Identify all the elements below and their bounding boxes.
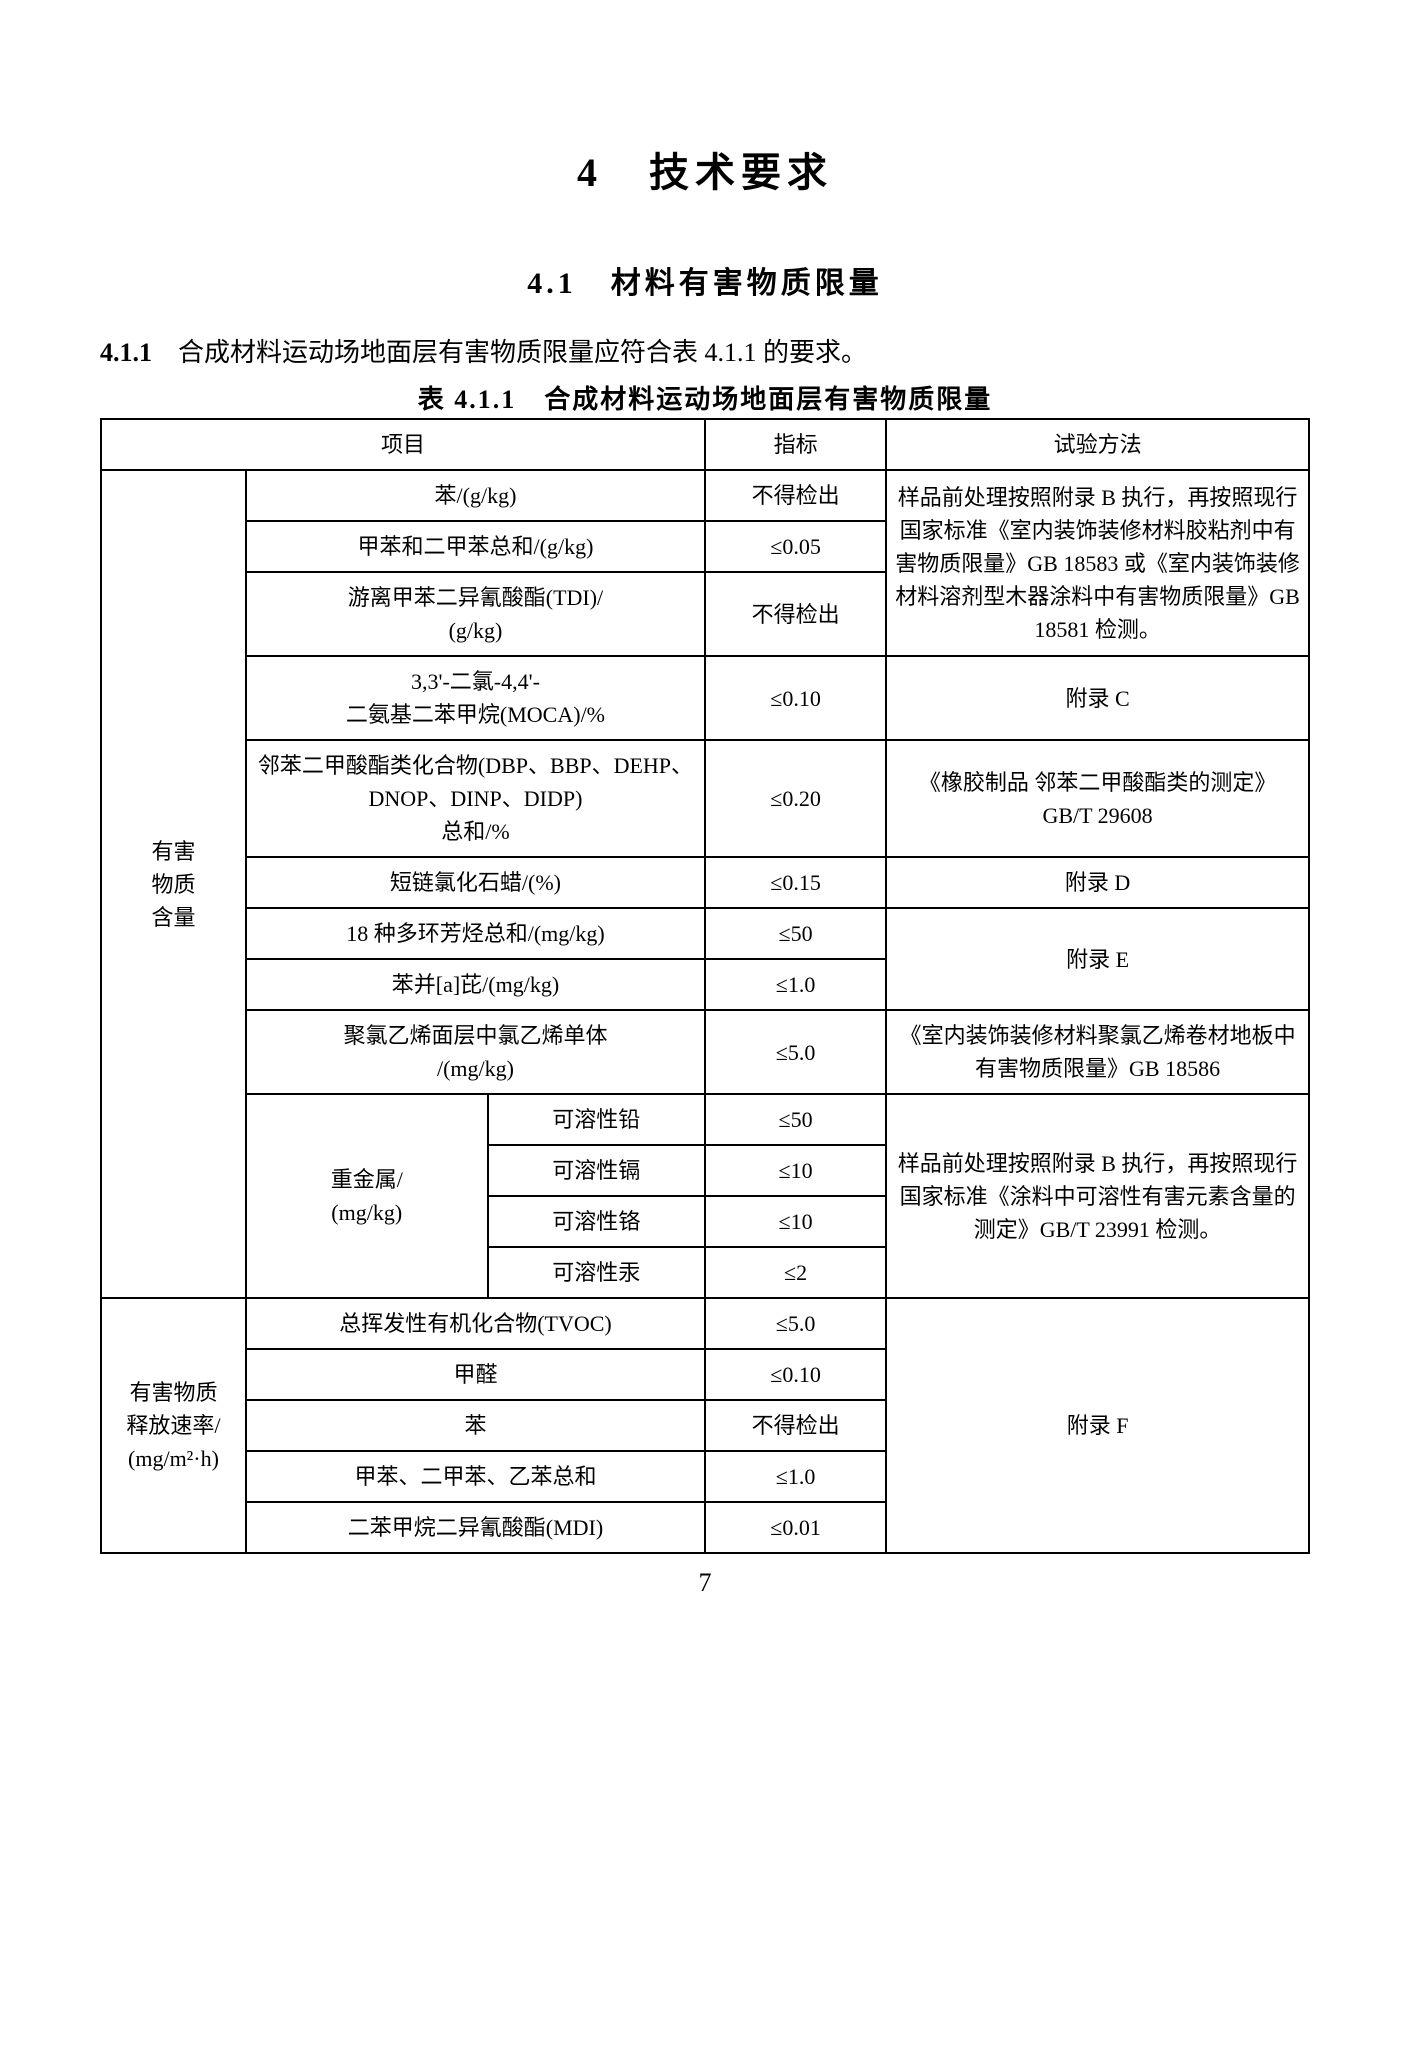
method-cell: 附录 F [886, 1298, 1309, 1553]
index-cell: ≤5.0 [705, 1010, 886, 1094]
header-index: 指标 [705, 419, 886, 470]
index-cell: ≤10 [705, 1145, 886, 1196]
header-method: 试验方法 [886, 419, 1309, 470]
method-cell: 样品前处理按照附录 B 执行，再按照现行国家标准《涂料中可溶性有害元素含量的测定… [886, 1094, 1309, 1298]
metal-group: 重金属/ (mg/kg) [246, 1094, 488, 1298]
item-cell: 可溶性铅 [488, 1094, 705, 1145]
table-row: 短链氯化石蜡/(%) ≤0.15 附录 D [101, 857, 1309, 908]
index-cell: ≤0.10 [705, 1349, 886, 1400]
method-cell: 附录 E [886, 908, 1309, 1010]
para-411: 4.1.1 合成材料运动场地面层有害物质限量应符合表 4.1.1 的要求。 [100, 332, 1310, 369]
item-cell: 苯/(g/kg) [246, 470, 705, 521]
heading-main: 4 技术要求 [100, 140, 1310, 198]
item-cell: 聚氯乙烯面层中氯乙烯单体 /(mg/kg) [246, 1010, 705, 1094]
table-caption: 表 4.1.1 合成材料运动场地面层有害物质限量 [100, 379, 1310, 416]
item-cell: 可溶性镉 [488, 1145, 705, 1196]
index-cell: 不得检出 [705, 1400, 886, 1451]
method-cell: 样品前处理按照附录 B 执行，再按照现行国家标准《室内装饰装修材料胶粘剂中有害物… [886, 470, 1309, 656]
index-cell: ≤0.20 [705, 740, 886, 857]
item-cell: 短链氯化石蜡/(%) [246, 857, 705, 908]
index-cell: ≤0.15 [705, 857, 886, 908]
item-cell: 邻苯二甲酸酯类化合物(DBP、BBP、DEHP、DNOP、DINP、DIDP) … [246, 740, 705, 857]
index-cell: ≤0.10 [705, 656, 886, 740]
table-row: 邻苯二甲酸酯类化合物(DBP、BBP、DEHP、DNOP、DINP、DIDP) … [101, 740, 1309, 857]
index-cell: ≤1.0 [705, 959, 886, 1010]
method-cell: 附录 C [886, 656, 1309, 740]
header-item: 项目 [101, 419, 705, 470]
index-cell: ≤0.01 [705, 1502, 886, 1553]
rowhead-content: 有害 物质 含量 [101, 470, 246, 1298]
index-cell: ≤50 [705, 1094, 886, 1145]
item-cell: 3,3'-二氯-4,4'- 二氨基二苯甲烷(MOCA)/% [246, 656, 705, 740]
index-cell: ≤2 [705, 1247, 886, 1298]
index-cell: ≤50 [705, 908, 886, 959]
index-cell: ≤1.0 [705, 1451, 886, 1502]
table-row: 项目 指标 试验方法 [101, 419, 1309, 470]
item-cell: 18 种多环芳烃总和/(mg/kg) [246, 908, 705, 959]
method-cell: 《橡胶制品 邻苯二甲酸酯类的测定》 GB/T 29608 [886, 740, 1309, 857]
limits-table: 项目 指标 试验方法 有害 物质 含量 苯/(g/kg) 不得检出 样品前处理按… [100, 418, 1310, 1554]
table-row: 18 种多环芳烃总和/(mg/kg) ≤50 附录 E [101, 908, 1309, 959]
item-cell: 二苯甲烷二异氰酸酯(MDI) [246, 1502, 705, 1553]
index-cell: ≤0.05 [705, 521, 886, 572]
item-cell: 甲苯、二甲苯、乙苯总和 [246, 1451, 705, 1502]
method-cell: 《室内装饰装修材料聚氯乙烯卷材地板中有害物质限量》GB 18586 [886, 1010, 1309, 1094]
table-row: 有害物质 释放速率/ (mg/m²·h) 总挥发性有机化合物(TVOC) ≤5.… [101, 1298, 1309, 1349]
index-cell: 不得检出 [705, 572, 886, 656]
item-cell: 游离甲苯二异氰酸酯(TDI)/ (g/kg) [246, 572, 705, 656]
table-row: 3,3'-二氯-4,4'- 二氨基二苯甲烷(MOCA)/% ≤0.10 附录 C [101, 656, 1309, 740]
table-row: 重金属/ (mg/kg) 可溶性铅 ≤50 样品前处理按照附录 B 执行，再按照… [101, 1094, 1309, 1145]
table-row: 聚氯乙烯面层中氯乙烯单体 /(mg/kg) ≤5.0 《室内装饰装修材料聚氯乙烯… [101, 1010, 1309, 1094]
heading-sub: 4.1 材料有害物质限量 [100, 258, 1310, 302]
table-row: 有害 物质 含量 苯/(g/kg) 不得检出 样品前处理按照附录 B 执行，再按… [101, 470, 1309, 521]
index-cell: ≤5.0 [705, 1298, 886, 1349]
item-cell: 甲醛 [246, 1349, 705, 1400]
item-cell: 苯 [246, 1400, 705, 1451]
item-cell: 总挥发性有机化合物(TVOC) [246, 1298, 705, 1349]
method-cell: 附录 D [886, 857, 1309, 908]
item-cell: 甲苯和二甲苯总和/(g/kg) [246, 521, 705, 572]
item-cell: 可溶性汞 [488, 1247, 705, 1298]
item-cell: 可溶性铬 [488, 1196, 705, 1247]
para-411-num: 4.1.1 [100, 338, 152, 367]
page-number: 7 [100, 1568, 1310, 1598]
rowhead-release: 有害物质 释放速率/ (mg/m²·h) [101, 1298, 246, 1553]
item-cell: 苯并[a]芘/(mg/kg) [246, 959, 705, 1010]
index-cell: 不得检出 [705, 470, 886, 521]
index-cell: ≤10 [705, 1196, 886, 1247]
para-411-text: 合成材料运动场地面层有害物质限量应符合表 4.1.1 的要求。 [152, 338, 867, 367]
